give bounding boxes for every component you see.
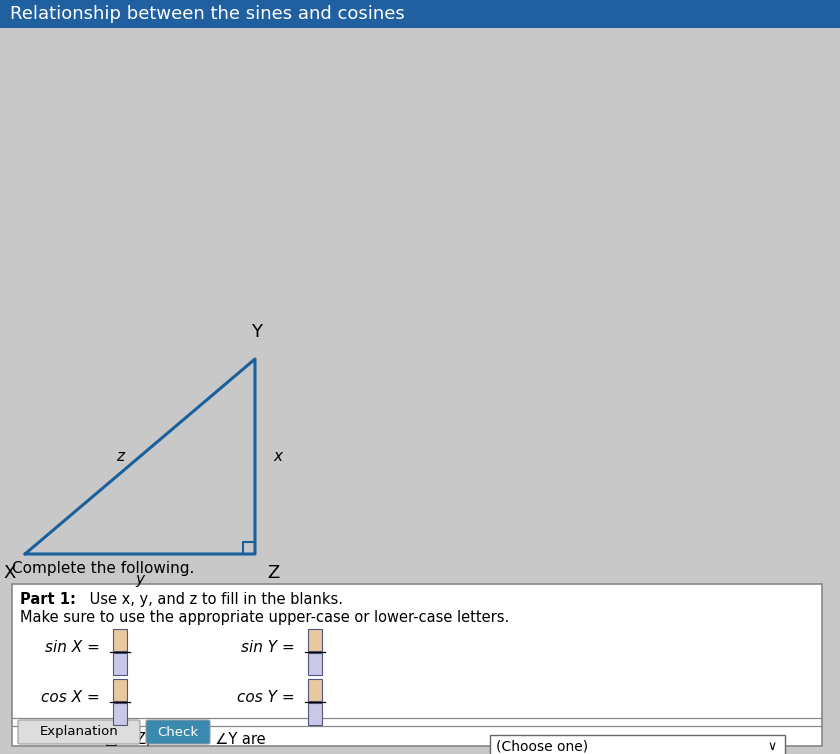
Bar [113,703,127,725]
Text: X: X [4,564,16,582]
Bar [308,629,322,651]
Text: ∨: ∨ [768,740,777,752]
Text: In △XYZ, ∠X and ∠Y are: In △XYZ, ∠X and ∠Y are [83,732,265,747]
Text: sin X =: sin X = [45,639,100,654]
Text: z: z [116,449,124,464]
Text: Explanation: Explanation [39,725,118,738]
Bar [113,679,127,701]
Bar [113,629,127,651]
Text: y: y [135,572,144,587]
Bar [0,0,840,28]
Text: Z: Z [267,564,279,582]
Bar [308,679,322,701]
Text: Relationship between the sines and cosines: Relationship between the sines and cosin… [10,5,405,23]
Text: Make sure to use the appropriate upper-case or lower-case letters.: Make sure to use the appropriate upper-c… [20,610,509,625]
Bar [113,653,127,675]
Text: Check: Check [157,725,198,738]
Bar [308,703,322,725]
Text: Use x, y, and z to fill in the blanks.: Use x, y, and z to fill in the blanks. [85,592,343,607]
Text: Part 2:: Part 2: [20,732,76,747]
Text: (Choose one): (Choose one) [496,739,588,753]
Text: x: x [273,449,282,464]
Text: Complete the following.: Complete the following. [12,561,194,576]
Text: cos X =: cos X = [41,689,100,704]
Text: Y: Y [251,323,263,341]
FancyBboxPatch shape [146,720,210,744]
Bar [308,653,322,675]
Text: cos Y =: cos Y = [238,689,295,704]
Bar [490,735,785,754]
Text: Part 1:: Part 1: [20,592,76,607]
Bar [12,584,822,746]
FancyBboxPatch shape [18,720,140,744]
Text: sin Y =: sin Y = [241,639,295,654]
